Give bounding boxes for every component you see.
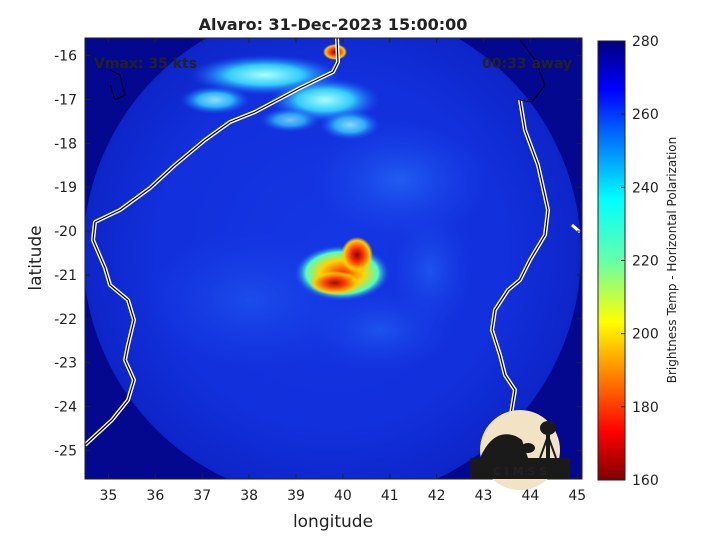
x-axis-label: longitude [293,512,373,532]
y-tick-label-2: -18 [54,136,77,152]
colorbar [597,40,626,481]
colorbar-label: Brightness Temp - Horizontal Polarizatio… [665,137,679,384]
colorbar-tick-label-0: 160 [632,473,659,489]
storm-core [294,237,390,301]
y-tick-label-4: -20 [54,224,77,240]
colorbar-tick-label-1: 180 [632,400,659,416]
x-axis-ticks: 35 36 37 38 39 40 41 42 43 44 45 [100,38,586,504]
x-tick-label-4: 39 [287,488,305,504]
x-tick-label-0: 35 [100,488,118,504]
y-axis-label: latitude [26,225,46,290]
colorbar-tick-label-2: 200 [632,327,659,343]
chart-title: Alvaro: 31-Dec-2023 15:00:00 [199,15,468,34]
x-tick-label-8: 43 [475,488,493,504]
x-tick-label-5: 40 [334,488,352,504]
y-tick-label-6: -22 [54,312,77,328]
x-tick-label-6: 41 [381,488,399,504]
x-tick-label-2: 37 [193,488,211,504]
colorbar-tick-label-4: 240 [632,180,659,196]
x-tick-label-10: 45 [568,488,586,504]
colorbar-tick-label-3: 220 [632,254,659,270]
cimss-logo: C I M S S [470,410,570,490]
time-away-annotation: 00:33 away [482,56,572,72]
vmax-annotation: Vmax: 35 kts [94,56,197,72]
y-axis-ticks: -16 -17 -18 -19 -20 -21 -22 -23 -24 -25 [54,49,582,459]
x-tick-label-1: 36 [146,488,164,504]
colorbar-tick-label-6: 280 [632,34,659,50]
cimss-logo-text: C I M S S [493,465,547,478]
plot-frame [84,37,583,480]
y-tick-label-0: -16 [54,49,77,65]
colorbar-tick-label-5: 260 [632,107,659,123]
x-tick-label-7: 42 [428,488,446,504]
coastlines [85,38,581,447]
y-tick-label-8: -24 [54,400,77,416]
x-tick-label-9: 44 [522,488,540,504]
y-tick-label-1: -17 [54,92,77,108]
y-tick-label-9: -25 [54,443,77,459]
y-tick-label-5: -21 [54,268,77,284]
x-tick-label-3: 38 [240,488,258,504]
swath-texture [140,120,490,370]
y-tick-label-3: -19 [54,180,77,196]
colorbar-ticks: 160 180 200 220 240 260 280 [621,34,659,489]
y-tick-label-7: -23 [54,356,77,372]
